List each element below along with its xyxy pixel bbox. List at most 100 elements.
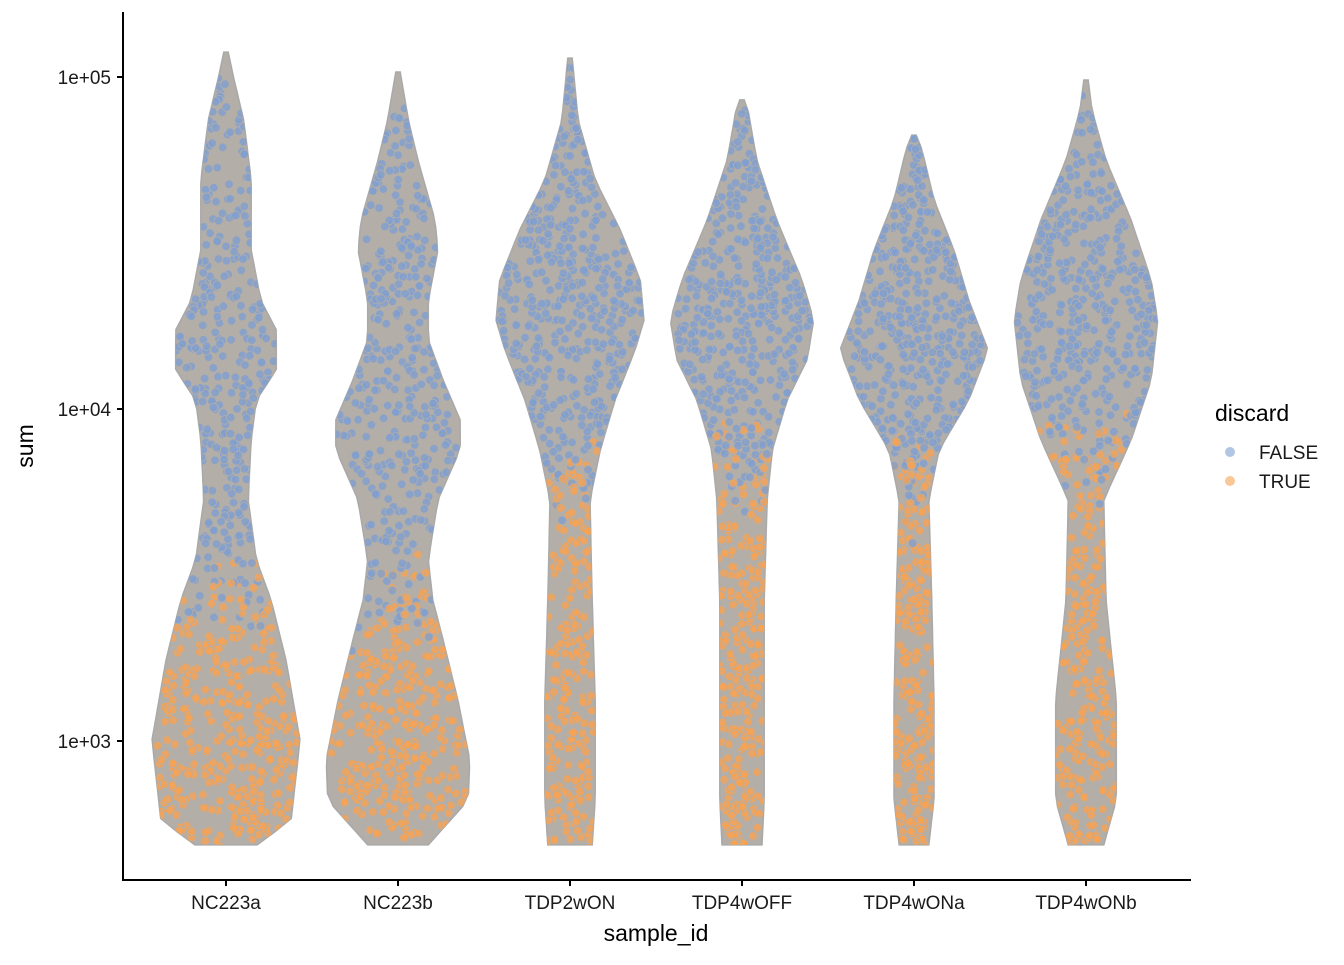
point-false [443, 455, 453, 466]
point-true [727, 782, 737, 792]
point-true [899, 797, 909, 808]
point-false [739, 392, 750, 403]
point-true [379, 661, 389, 672]
point-true [581, 747, 591, 757]
point-true [221, 720, 231, 730]
point-false [546, 257, 557, 267]
point-true [759, 477, 769, 487]
point-true [235, 724, 245, 735]
point-false [1056, 337, 1067, 348]
point-false [201, 341, 212, 351]
point-false [923, 332, 933, 343]
point-true [724, 739, 734, 749]
point-false [255, 369, 265, 380]
point-true [287, 772, 297, 783]
point-true [407, 661, 418, 671]
point-false [609, 218, 619, 229]
point-false [528, 398, 538, 408]
point-true [715, 618, 725, 628]
point-false [210, 455, 220, 466]
point-false [254, 312, 264, 323]
point-true [384, 801, 394, 811]
point-false [1060, 481, 1070, 491]
point-false [618, 347, 628, 357]
point-true [326, 748, 337, 758]
point-true [368, 687, 378, 698]
point-false [743, 329, 754, 339]
point-false [391, 309, 402, 319]
violin-TDP2wON [495, 57, 645, 846]
point-false [740, 125, 750, 136]
point-false [366, 519, 376, 530]
point-false [537, 267, 547, 277]
point-false [937, 331, 948, 342]
point-true [928, 759, 938, 769]
point-true [379, 619, 390, 629]
point-false [407, 353, 417, 363]
point-true [893, 779, 904, 789]
point-true [248, 786, 259, 797]
point-true [913, 805, 924, 815]
point-true [194, 647, 205, 657]
point-true [570, 566, 580, 576]
point-false [217, 208, 228, 219]
point-true [543, 740, 554, 751]
point-true [1062, 812, 1073, 822]
point-true [400, 780, 410, 790]
point-false [680, 304, 691, 314]
point-true [284, 740, 294, 750]
point-false [691, 291, 702, 301]
point-false [1112, 256, 1123, 267]
point-false [877, 423, 888, 434]
point-false [706, 320, 717, 331]
point-false [252, 345, 263, 356]
point-true [226, 802, 237, 812]
point-false [220, 370, 231, 381]
point-false [394, 521, 404, 531]
point-false [419, 347, 429, 357]
point-false [878, 386, 888, 396]
point-false [198, 445, 209, 455]
point-true [226, 677, 237, 687]
point-false [370, 558, 381, 568]
legend-title: discard [1215, 400, 1289, 426]
point-false [571, 123, 581, 134]
point-false [942, 359, 953, 369]
point-false [549, 170, 559, 180]
point-false [736, 221, 746, 231]
point-false [252, 279, 262, 289]
point-false [1034, 290, 1044, 300]
point-false [544, 353, 555, 363]
point-false [1086, 187, 1096, 198]
point-false [909, 348, 920, 358]
point-false [594, 283, 604, 293]
point-true [901, 653, 911, 663]
point-true [709, 461, 720, 472]
point-true [372, 623, 382, 633]
point-false [1065, 171, 1076, 182]
point-false [409, 370, 419, 380]
point-false [724, 417, 735, 427]
point-false [397, 479, 407, 490]
point-true [919, 726, 930, 736]
point-true [1105, 759, 1115, 770]
point-false [405, 401, 415, 412]
point-true [734, 754, 744, 765]
point-true [1058, 658, 1069, 668]
point-true [717, 535, 727, 545]
point-false [232, 404, 242, 414]
point-false [394, 400, 404, 410]
point-false [1032, 365, 1042, 376]
point-true [231, 671, 242, 681]
point-true [743, 717, 753, 727]
point-false [209, 182, 219, 193]
point-false [750, 440, 760, 451]
point-true [553, 805, 563, 816]
point-false [772, 253, 783, 263]
point-true [549, 687, 559, 697]
point-true [1097, 749, 1107, 759]
point-false [703, 308, 713, 319]
point-false [725, 190, 736, 200]
point-false [523, 321, 534, 331]
point-false [1090, 389, 1101, 399]
